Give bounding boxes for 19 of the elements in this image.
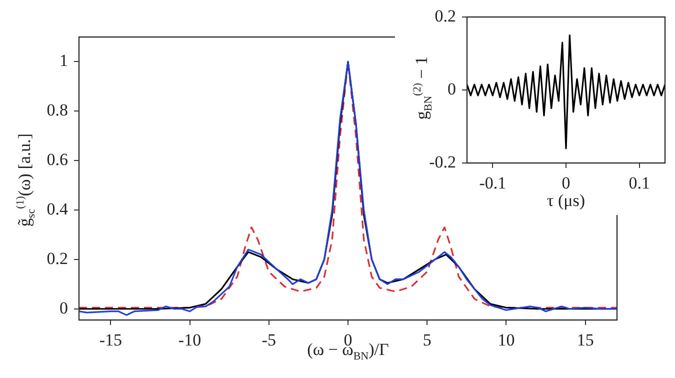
y-tick-label: 0.8	[46, 100, 68, 120]
y-tick-label: 0.2	[434, 6, 456, 26]
x-tick-label: -15	[99, 330, 122, 350]
x-tick-label: 10	[498, 330, 515, 350]
x-axis-title: τ (μs)	[546, 191, 586, 211]
x-tick-label: -10	[178, 330, 202, 350]
x-tick-label: 0	[562, 174, 570, 193]
x-tick-label: -0.1	[479, 174, 506, 193]
y-tick-label: 1	[60, 51, 68, 70]
y-tick-label: 0	[60, 298, 68, 318]
x-tick-label: 15	[576, 330, 594, 350]
x-tick-label: -5	[262, 330, 276, 350]
y-tick-label: -0.2	[429, 152, 456, 172]
y-tick-label: 0.6	[46, 150, 68, 170]
y-tick-label: 0	[448, 79, 456, 98]
y-tick-label: 0.2	[46, 248, 68, 268]
x-tick-label: 0.1	[628, 174, 650, 193]
x-tick-label: 5	[422, 330, 432, 350]
y-tick-label: 0.4	[46, 199, 68, 218]
